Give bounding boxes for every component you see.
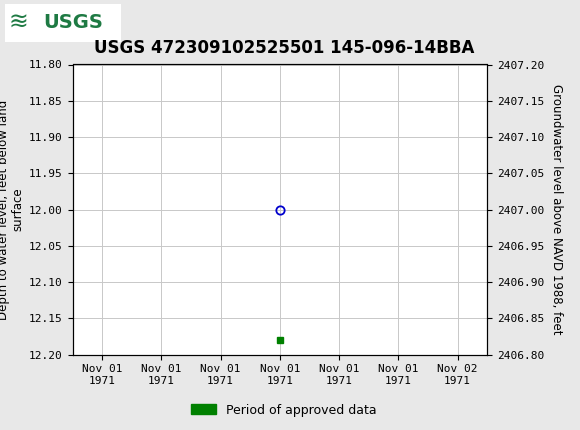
Y-axis label: Depth to water level, feet below land
surface: Depth to water level, feet below land su… xyxy=(0,99,25,320)
Y-axis label: Groundwater level above NAVD 1988, feet: Groundwater level above NAVD 1988, feet xyxy=(550,84,563,335)
Legend: Period of approved data: Period of approved data xyxy=(186,399,382,421)
Text: ≋: ≋ xyxy=(9,11,28,34)
Text: USGS: USGS xyxy=(44,13,103,32)
Text: USGS 472309102525501 145-096-14BBA: USGS 472309102525501 145-096-14BBA xyxy=(94,39,474,57)
FancyBboxPatch shape xyxy=(5,3,121,42)
